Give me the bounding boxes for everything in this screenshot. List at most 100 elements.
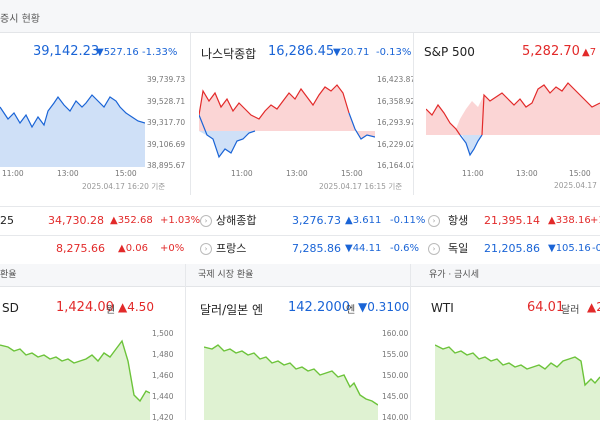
more-button[interactable]: › [200, 207, 212, 235]
index-panel-1[interactable]: 39,142.23 ▼527.16 -1.33% 39,739.73 39,52… [0, 33, 190, 195]
chart-area-down [462, 135, 482, 155]
chart-area [435, 345, 600, 420]
chart-line-end [348, 112, 375, 140]
fx-unit: 원 [106, 305, 116, 316]
index-percent: +1 [590, 215, 600, 226]
index-panel-3[interactable]: S&P 500 5,282.70 ▲7 11:00 13:00 15:00 20… [414, 33, 600, 195]
index-chart-1 [0, 94, 145, 167]
chevron-right-icon: › [200, 243, 212, 255]
fx-name: SD [2, 301, 19, 315]
y-tick: 39,106.69 [147, 139, 186, 149]
y-tick: 39,317.70 [147, 118, 186, 127]
fx-change: ▲4.50 [118, 300, 154, 314]
index-price: 5,282.70 [522, 44, 580, 59]
more-button[interactable]: › [428, 235, 440, 263]
index-row-2: 8,275.66 ▲0.06 +0% › 프랑스 7,285.86 ▼44.11… [0, 235, 600, 263]
chart-area-up [199, 85, 375, 139]
fx-chart-2 [204, 344, 378, 420]
fx-price: 142.2000 [288, 300, 351, 315]
divider [0, 206, 600, 207]
y-tick: 16,164.07 [377, 161, 416, 170]
section-title: 증시 현황 [0, 14, 40, 25]
index-percent: +0% [160, 243, 185, 254]
y-tick: 39,739.73 [147, 75, 186, 84]
index-price: 16,286.45 [268, 44, 335, 59]
fx-panel-1[interactable]: SD 1,424.00 원 ▲4.50 1,500 1,480 1,460 1,… [0, 287, 185, 422]
fx-change: ▲2 [587, 300, 600, 314]
y-tick: 155.00 [382, 350, 409, 359]
y-tick: 1,420 [152, 413, 174, 422]
y-tick: 145.00 [382, 392, 409, 401]
y-axis: 39,739.73 39,528.71 39,317.70 39,106.69 … [147, 69, 185, 177]
chart-line-up [199, 84, 350, 120]
chart-line [204, 344, 378, 406]
chart-line [435, 344, 600, 387]
chart-line [426, 103, 461, 136]
y-tick: 16,229.02 [377, 139, 416, 149]
index-change: ▲352.68 [110, 215, 153, 226]
index-name: S&P 500 [424, 45, 475, 59]
index-name[interactable]: 상해종합 [216, 214, 257, 227]
index-percent: -0 [592, 243, 600, 254]
fx-price: 1,424.00 [56, 300, 114, 315]
fx-chart-3 [435, 344, 600, 420]
fx-price: 64.01 [527, 300, 565, 315]
index-name[interactable]: 독일 [448, 242, 469, 255]
index-chart-3 [426, 82, 600, 157]
divider [410, 264, 411, 420]
timestamp: 2025.04.17 16:20 기준 [82, 182, 166, 191]
timestamp: 2025.04.17 16:15 기준 [319, 182, 403, 191]
fx-section-header: 국제 시장 환율 [186, 264, 410, 287]
more-button[interactable]: › [428, 207, 440, 235]
y-tick: 160.00 [382, 329, 409, 338]
index-percent: +1.03% [160, 215, 201, 226]
section-title: 유가 · 금시세 [429, 270, 479, 280]
index-row-1: 25 34,730.28 ▲352.68 +1.03% › 상해종합 3,276… [0, 207, 600, 235]
index-percent: -0.6% [390, 243, 420, 254]
index-change: ▼44.11 [345, 243, 382, 254]
index-chart-2 [199, 84, 375, 159]
divider [413, 33, 414, 195]
chart-area [0, 95, 145, 167]
y-tick: 39,528.71 [147, 96, 186, 106]
more-button[interactable]: › [200, 235, 212, 263]
chart-area-down [199, 131, 255, 157]
section-title: 환율 [0, 270, 17, 280]
y-tick: 1,480 [152, 350, 174, 359]
y-tick: 38,895.67 [147, 161, 186, 170]
x-tick: 11:00 [231, 169, 253, 178]
divider [0, 235, 600, 236]
y-tick: 1,460 [152, 371, 174, 380]
y-tick: 16,358.92 [377, 96, 416, 106]
x-tick: 13:00 [286, 169, 308, 178]
timestamp: 2025.04.17 [554, 181, 597, 190]
y-tick: 1,500 [152, 329, 174, 338]
index-percent: -0.11% [390, 215, 426, 226]
index-price: 21,395.14 [484, 214, 540, 227]
chart-line [0, 94, 145, 129]
x-tick: 11:00 [462, 169, 484, 178]
divider [190, 33, 191, 195]
fx-change: ▼0.3100 [358, 300, 410, 314]
index-name[interactable]: 25 [0, 214, 14, 227]
fx-panel-2[interactable]: 달러/일본 엔 142.2000 엔 ▼0.3100 160.00 155.00… [186, 287, 410, 422]
y-tick: 1,440 [152, 392, 174, 401]
chevron-right-icon: › [428, 215, 440, 227]
x-tick: 15:00 [341, 169, 363, 178]
chart-line-down [459, 134, 483, 157]
index-name[interactable]: 프랑스 [216, 242, 247, 255]
y-axis: 1,500 1,480 1,460 1,440 1,420 [152, 323, 173, 428]
fx-panel-3[interactable]: WTI 64.01 달러 ▲2 [411, 287, 600, 420]
fx-chart-1 [0, 339, 150, 420]
chart-area [0, 341, 150, 420]
index-change: ▲0.06 [118, 243, 148, 254]
index-panel-2[interactable]: 나스닥종합 16,286.45 ▼20.71 -0.13% 16,423.87 … [191, 33, 416, 195]
fx-section-header: 환율 [0, 264, 185, 287]
chart-line [0, 339, 150, 403]
chevron-right-icon: › [428, 243, 440, 255]
fx-unit: 달러 [561, 305, 580, 316]
index-name: 나스닥종합 [201, 47, 257, 61]
x-tick: 15:00 [569, 169, 591, 178]
fx-section-header: 유가 · 금시세 [411, 264, 600, 287]
index-name[interactable]: 항생 [448, 214, 469, 227]
